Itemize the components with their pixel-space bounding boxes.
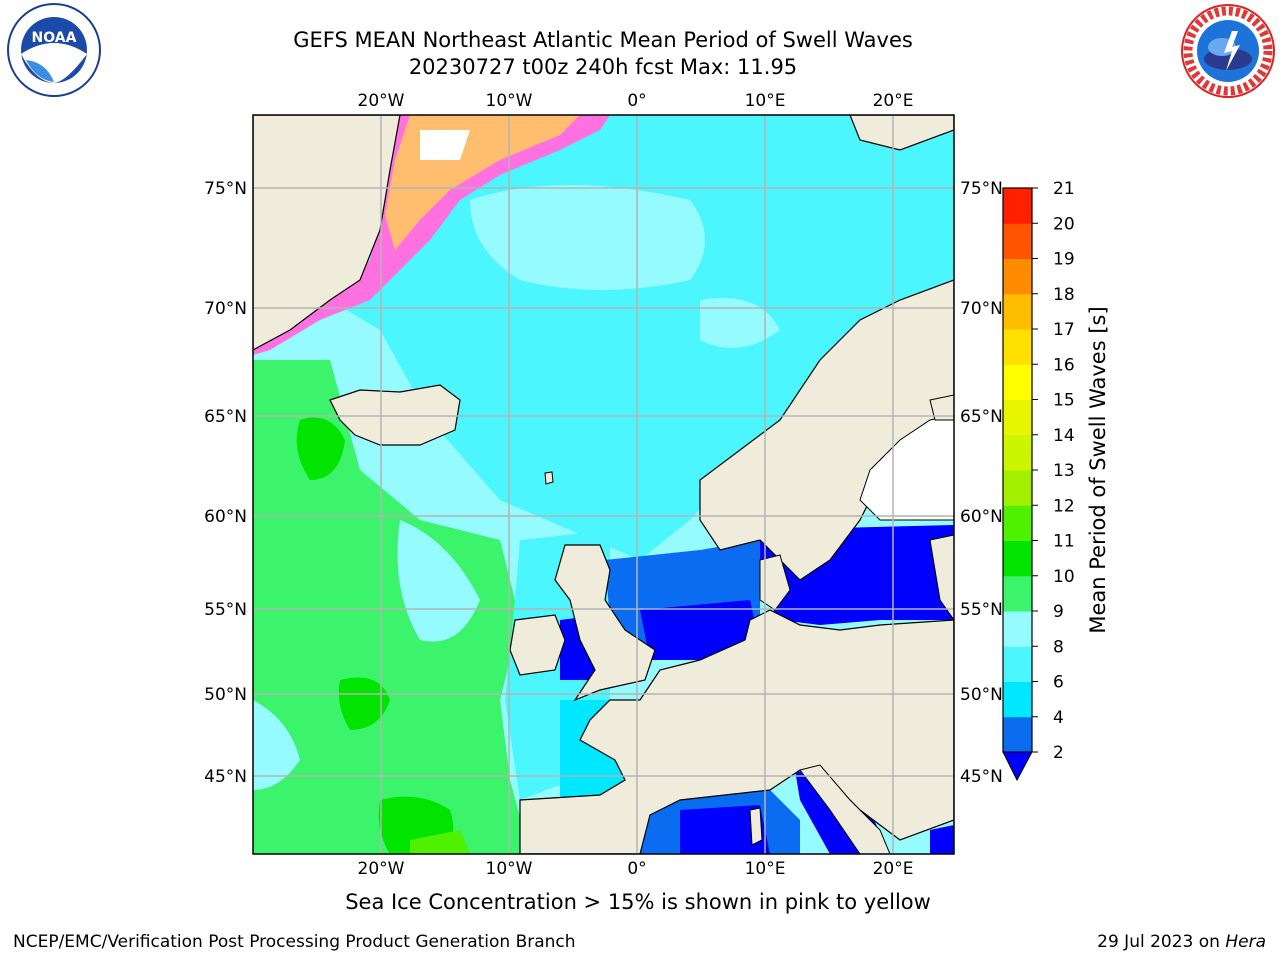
colorbar-segment (1003, 505, 1032, 541)
colorbar-tick-label: 2 (1053, 743, 1064, 763)
colorbar-tick-label: 10 (1053, 567, 1075, 587)
lon-label-bottom: 20°W (358, 859, 405, 879)
graticule (253, 115, 954, 854)
lat-label-left: 55°N (204, 600, 247, 620)
lon-label-bottom: 20°E (873, 859, 914, 879)
lat-label-left: 45°N (204, 767, 247, 787)
lat-label-left: 60°N (204, 507, 247, 527)
sea-ice-note: Sea Ice Concentration > 15% is shown in … (345, 890, 931, 914)
colorbar-tick-label: 20 (1053, 214, 1075, 234)
lat-label-right: 70°N (960, 299, 1003, 319)
lon-label-top: 0° (627, 91, 646, 111)
colorbar-tick-label: 12 (1053, 496, 1075, 516)
colorbar-tick-label: 19 (1053, 250, 1075, 270)
map-subtitle: 20230727 t00z 240h fcst Max: 11.95 (408, 55, 798, 79)
footer-host: Hera (1225, 932, 1266, 952)
colorbar-tick-label: 21 (1053, 179, 1075, 199)
colorbar-segment (1003, 399, 1032, 436)
national-weather-service-logo (1181, 4, 1275, 98)
lat-label-left: 65°N (204, 407, 247, 427)
colorbar-segment (1003, 223, 1032, 259)
lon-label-bottom: 10°E (745, 859, 786, 879)
colorbar: 2 4 6 8 9 10 11 12 13 14 15 16 17 18 19 20 21 Mean Perio… (1002, 179, 1110, 782)
map-title: GEFS MEAN Northeast Atlantic Mean Period… (293, 28, 913, 52)
colorbar-segment (1003, 188, 1032, 224)
colorbar-tick-label: 16 (1053, 355, 1075, 375)
lat-label-right: 50°N (960, 685, 1003, 705)
colorbar-tick-label: 14 (1053, 426, 1075, 446)
map-frame (252, 114, 955, 855)
colorbar-segment (1003, 646, 1032, 682)
colorbar-tick-label: 17 (1053, 320, 1075, 340)
colorbar-segment (1003, 293, 1032, 330)
colorbar-segment (1003, 434, 1032, 471)
lat-label-right: 65°N (960, 407, 1003, 427)
lat-label-right: 60°N (960, 507, 1003, 527)
colorbar-segment (1003, 540, 1032, 577)
lat-label-left: 70°N (204, 299, 247, 319)
colorbar-segment (1003, 611, 1032, 647)
colorbar-segment (1003, 470, 1032, 506)
colorbar-tick-label: 13 (1053, 461, 1075, 481)
noaa-logo-text: NOAA (32, 30, 77, 46)
colorbar-tick-label: 6 (1053, 673, 1064, 693)
colorbar-tick-label: 11 (1053, 532, 1075, 552)
colorbar-extend-under (1002, 751, 1033, 782)
colorbar-segment (1003, 364, 1032, 400)
lon-label-bottom: 10°W (486, 859, 533, 879)
colorbar-tick-label: 18 (1053, 285, 1075, 305)
colorbar-tick-label: 8 (1053, 637, 1064, 657)
footer-date: 29 Jul 2023 on Hera (1097, 932, 1266, 952)
colorbar-segment (1003, 716, 1032, 753)
noaa-logo: NOAA (7, 3, 101, 97)
colorbar-segment (1003, 329, 1032, 365)
colorbar-title: Mean Period of Swell Waves [s] (1086, 306, 1110, 633)
footer-date-text: 29 Jul 2023 on (1097, 932, 1226, 952)
lat-label-right: 45°N (960, 767, 1003, 787)
colorbar-segment (1003, 575, 1032, 612)
map-area (253, 115, 954, 854)
lon-label-top: 10°E (745, 91, 786, 111)
lon-label-top: 10°W (486, 91, 533, 111)
lat-label-left: 75°N (204, 179, 247, 199)
colorbar-tick-label: 15 (1053, 391, 1075, 411)
lat-label-right: 75°N (960, 179, 1003, 199)
colorbar-segment (1003, 258, 1032, 295)
lon-label-top: 20°E (873, 91, 914, 111)
lat-label-left: 50°N (204, 685, 247, 705)
lon-label-bottom: 0° (627, 859, 646, 879)
colorbar-tick-label: 4 (1053, 708, 1064, 728)
colorbar-segment (1003, 681, 1032, 718)
lon-label-top: 20°W (358, 91, 405, 111)
footer-credit: NCEP/EMC/Verification Post Processing Pr… (13, 932, 576, 952)
lat-label-right: 55°N (960, 600, 1003, 620)
colorbar-tick-label: 9 (1053, 602, 1064, 622)
